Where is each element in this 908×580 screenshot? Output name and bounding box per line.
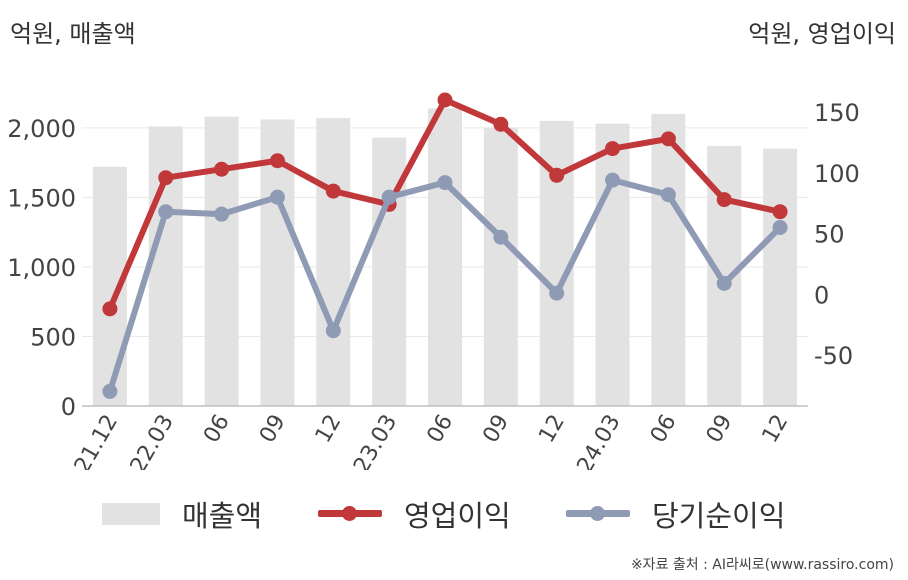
left-tick-label: 1,500 — [7, 184, 76, 212]
left-axis-unit: 억원, 매출액 — [10, 20, 136, 48]
bar-sales — [428, 108, 462, 406]
right-tick-label: -50 — [814, 342, 853, 370]
legend-sales-label: 매출액 — [182, 499, 263, 533]
point-operating-income — [716, 192, 732, 208]
legend-net-income-swatch — [566, 503, 630, 525]
point-operating-income — [158, 170, 174, 186]
x-tick-label: 12 — [534, 411, 570, 448]
x-tick-label: 12 — [758, 411, 794, 448]
x-tick-label: 09 — [702, 411, 738, 448]
left-tick-label: 0 — [61, 393, 76, 421]
point-net-income — [158, 204, 174, 220]
right-tick-label: 150 — [814, 99, 860, 127]
point-net-income — [269, 189, 285, 205]
point-net-income — [549, 285, 565, 301]
point-net-income — [325, 323, 341, 339]
point-net-income — [381, 189, 397, 205]
bar-sales — [148, 126, 183, 406]
right-tick-label: 0 — [814, 281, 829, 309]
x-tick-label: 06 — [646, 411, 682, 448]
x-tick-label: 21.12 — [70, 411, 123, 471]
left-tick-label: 1,000 — [7, 254, 76, 282]
point-operating-income — [493, 116, 509, 132]
bar-sales — [204, 116, 239, 406]
bar-sales — [483, 127, 518, 407]
point-net-income — [214, 206, 230, 222]
x-tick-label: 22.03 — [126, 411, 179, 471]
point-operating-income — [605, 141, 621, 157]
point-net-income — [716, 275, 732, 291]
chart: 0 500 1,000 1,500 2,000 -50 0 50 100 150 21.12 22.0… — [7, 92, 860, 471]
bar-sales — [763, 148, 798, 406]
legend-sales-swatch — [102, 503, 160, 525]
x-tick-label: 06 — [423, 411, 459, 448]
point-net-income — [493, 229, 509, 245]
right-axis-unit: 억원, 영업이익 — [748, 20, 896, 48]
point-operating-income — [214, 161, 230, 177]
legend-net-income: 당기순이익 — [566, 494, 785, 534]
point-operating-income — [102, 301, 118, 317]
x-tick-label: 23.03 — [349, 411, 402, 471]
point-operating-income — [549, 167, 565, 183]
point-operating-income — [325, 183, 341, 199]
bar-sales — [651, 113, 686, 406]
x-tick-label: 09 — [255, 411, 291, 448]
point-operating-income — [772, 204, 788, 220]
legend-sales: 매출액 — [102, 494, 262, 534]
source-note: ※자료 출처 : AI라씨로(www.rassiro.com) — [630, 557, 894, 573]
x-tick-label: 06 — [199, 411, 235, 448]
legend-operating-income: 영업이익 — [318, 494, 511, 534]
point-operating-income — [660, 131, 676, 147]
legend-operating-income-label: 영업이익 — [404, 499, 511, 533]
point-net-income — [605, 172, 621, 188]
x-tick-label: 12 — [311, 411, 347, 448]
legend-operating-income-swatch — [318, 503, 382, 525]
point-operating-income — [437, 92, 453, 108]
x-tick-label: 09 — [478, 411, 514, 448]
bar-sales — [316, 118, 351, 406]
right-tick-label: 100 — [814, 160, 860, 188]
right-tick-label: 50 — [814, 221, 845, 249]
point-net-income — [102, 383, 118, 399]
left-tick-label: 500 — [30, 323, 76, 351]
point-net-income — [660, 187, 676, 203]
bar-sales — [595, 123, 630, 407]
point-net-income — [772, 220, 788, 235]
point-operating-income — [269, 153, 285, 169]
point-net-income — [437, 175, 453, 191]
x-tick-label: 24.03 — [573, 411, 626, 471]
left-tick-label: 2,000 — [7, 115, 76, 143]
legend-net-income-label: 당기순이익 — [652, 499, 786, 533]
